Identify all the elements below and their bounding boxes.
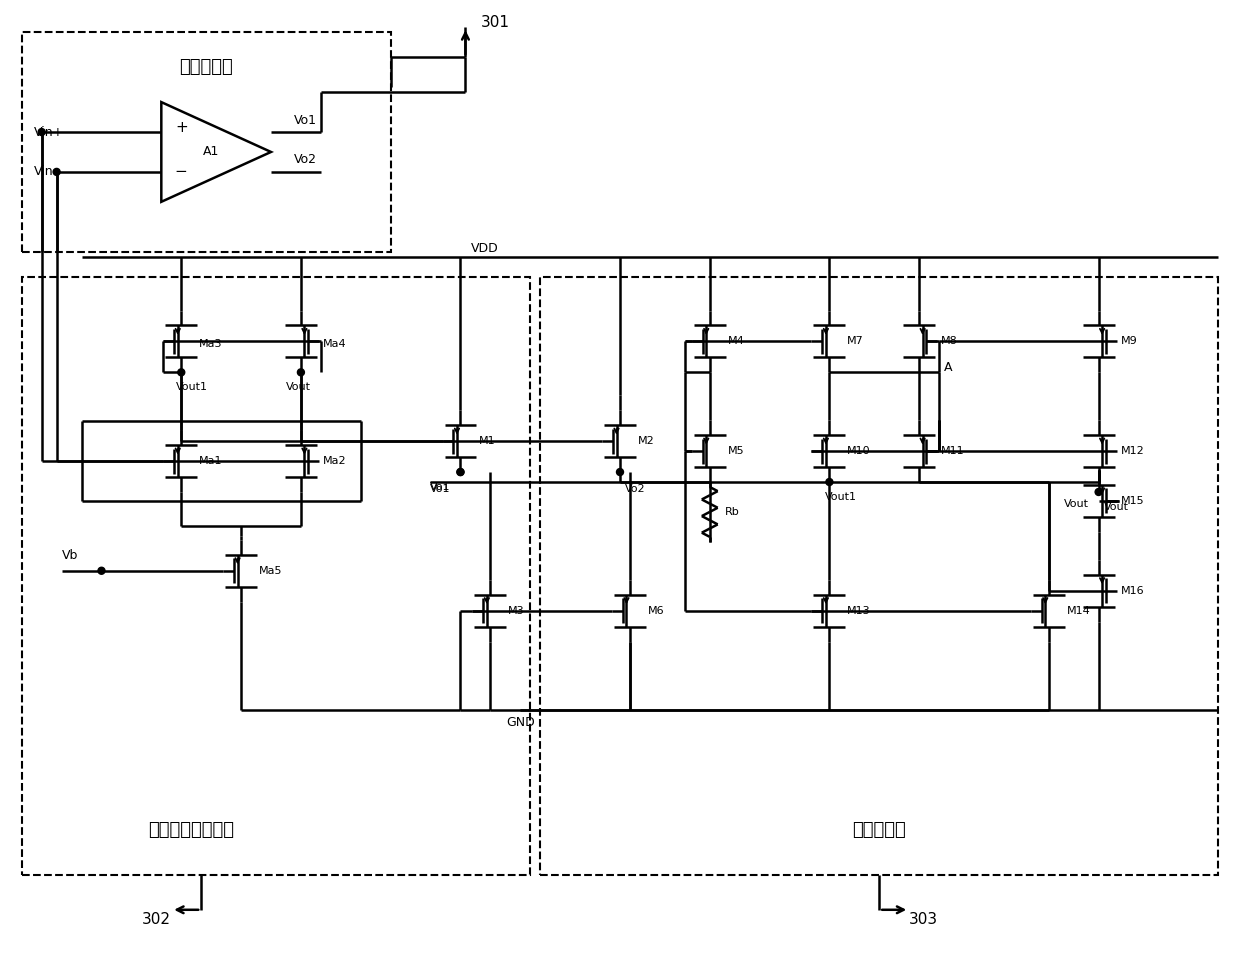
Text: Vo1: Vo1 <box>430 482 450 492</box>
Text: Vin-: Vin- <box>33 165 58 179</box>
Text: Ma2: Ma2 <box>322 456 346 466</box>
Text: 303: 303 <box>909 912 939 927</box>
Text: Vin+: Vin+ <box>33 125 64 139</box>
Text: Vo1: Vo1 <box>430 484 450 494</box>
Text: A: A <box>944 361 952 374</box>
Text: M7: M7 <box>847 336 864 347</box>
Text: M16: M16 <box>1121 586 1145 595</box>
Text: M4: M4 <box>728 336 744 347</box>
Text: Vout: Vout <box>1064 499 1089 509</box>
Circle shape <box>177 369 185 376</box>
Text: Ma1: Ma1 <box>200 456 223 466</box>
Text: Ma5: Ma5 <box>259 566 283 576</box>
Circle shape <box>458 469 464 476</box>
Text: 差分运放前馈补偿: 差分运放前馈补偿 <box>149 821 234 839</box>
Text: M14: M14 <box>1066 606 1090 616</box>
Text: Vout1: Vout1 <box>825 492 857 502</box>
Text: Ma3: Ma3 <box>200 340 223 350</box>
Text: M15: M15 <box>1121 496 1145 506</box>
Text: Vout: Vout <box>286 383 311 392</box>
Circle shape <box>826 479 833 486</box>
Text: Vout1: Vout1 <box>176 383 208 392</box>
Circle shape <box>616 469 624 476</box>
Text: M8: M8 <box>941 336 957 347</box>
Circle shape <box>98 567 105 574</box>
Text: 301: 301 <box>480 15 510 30</box>
Text: −: − <box>175 164 187 180</box>
Circle shape <box>1095 488 1102 495</box>
Text: M9: M9 <box>1121 336 1137 347</box>
Text: M13: M13 <box>847 606 870 616</box>
Text: Rb: Rb <box>724 507 739 517</box>
Circle shape <box>298 369 304 376</box>
Text: A1: A1 <box>203 146 219 158</box>
Circle shape <box>38 128 45 136</box>
Text: M1: M1 <box>479 436 495 446</box>
Text: M12: M12 <box>1121 446 1145 456</box>
Text: Vb: Vb <box>62 550 78 562</box>
Text: M11: M11 <box>941 446 965 456</box>
Text: 第一增益级: 第一增益级 <box>180 58 233 76</box>
Text: M10: M10 <box>847 446 870 456</box>
Text: Vo2: Vo2 <box>294 153 317 166</box>
Text: +: + <box>175 119 187 135</box>
Text: Ma4: Ma4 <box>322 340 346 350</box>
Text: 302: 302 <box>143 912 171 927</box>
Text: M3: M3 <box>508 606 525 616</box>
Text: VDD: VDD <box>470 242 498 255</box>
Text: GND: GND <box>506 716 534 729</box>
Circle shape <box>458 469 464 476</box>
Circle shape <box>53 168 60 176</box>
Text: Vo2: Vo2 <box>625 484 646 494</box>
Text: 第二增益级: 第二增益级 <box>852 821 906 839</box>
Text: M2: M2 <box>637 436 655 446</box>
Text: Vo1: Vo1 <box>294 114 317 126</box>
Text: M5: M5 <box>728 446 744 456</box>
Text: Vout: Vout <box>1104 502 1128 512</box>
Text: M6: M6 <box>649 606 665 616</box>
